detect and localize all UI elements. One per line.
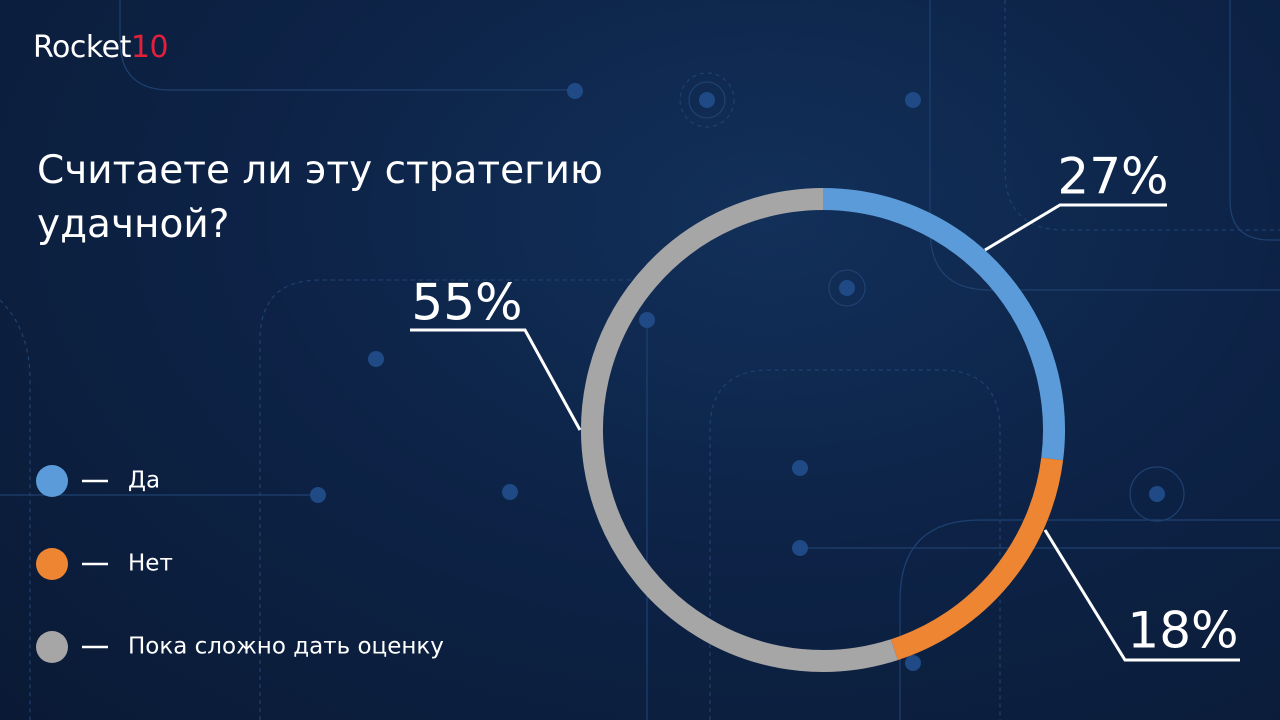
logo: Rocket10	[33, 30, 169, 65]
chart-title: Считаете ли эту стратегию удачной?	[37, 148, 603, 247]
logo-suffix: 10	[130, 30, 169, 65]
legend-marker	[36, 548, 68, 580]
donut-segment	[890, 457, 1064, 661]
value-label: 55%	[411, 274, 522, 332]
legend-label: Пока сложно дать оценку	[128, 634, 444, 660]
value-label: 18%	[1127, 602, 1238, 660]
donut-segment	[822, 188, 1065, 461]
leader-line	[984, 203, 1167, 252]
logo-name: Rocket	[33, 30, 131, 65]
leader-line	[410, 328, 582, 431]
leader-line	[1043, 529, 1240, 662]
legend-label: Да	[128, 468, 160, 494]
legend-marker	[36, 465, 68, 497]
legend-label: Нет	[128, 551, 173, 577]
donut-segment	[581, 188, 898, 672]
legend-marker	[36, 631, 68, 663]
value-label: 27%	[1057, 148, 1168, 206]
